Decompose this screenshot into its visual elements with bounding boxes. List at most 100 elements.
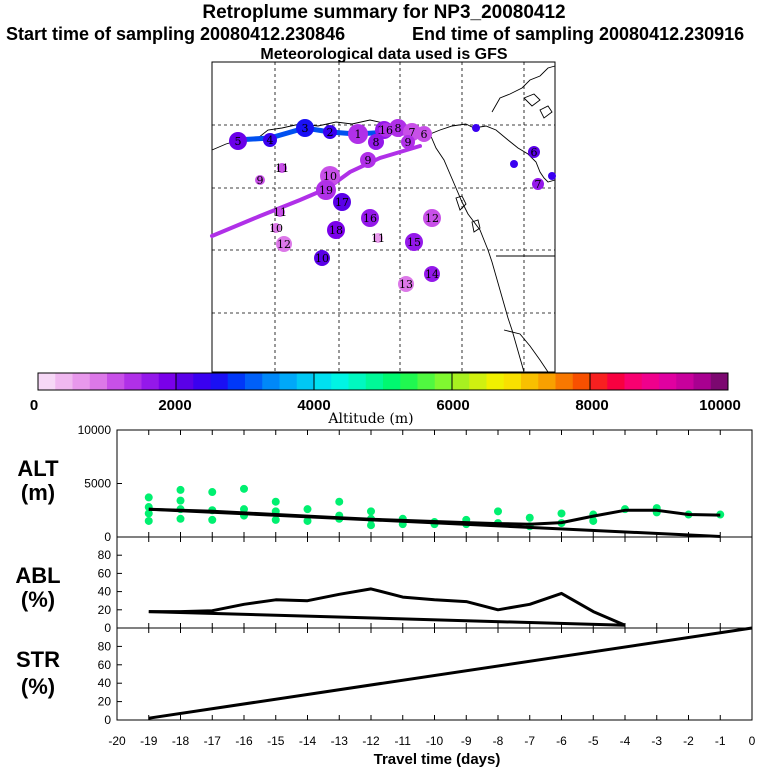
colorbar-swatch [296, 373, 315, 390]
plume-point-marker [327, 221, 345, 239]
x-tick-label: -4 [620, 734, 631, 748]
page-title: Retroplume summary for NP3_20080412 [202, 2, 566, 23]
plume-point-label: 15 [407, 236, 421, 249]
alt-scatter-point [557, 509, 566, 518]
colorbar-swatch [469, 373, 487, 390]
x-tick-label: -14 [299, 734, 317, 748]
colorbar-swatch [348, 373, 367, 390]
colorbar-swatch [245, 373, 263, 390]
colorbar-swatch [383, 373, 401, 390]
alt-scatter-point [303, 516, 312, 525]
abl-series-line [148, 610, 626, 627]
alt-unit: (m) [21, 480, 55, 505]
alt-ytick-label: 5000 [84, 477, 111, 491]
colorbar-tick-2000: 2000 [158, 397, 191, 414]
alt-scatter-point [525, 513, 534, 522]
alt-scatter-point [144, 509, 153, 518]
plume-point-marker [401, 135, 415, 149]
plume-point-marker [398, 276, 414, 292]
colorbar-swatch [434, 373, 453, 390]
colorbar-swatch [262, 373, 280, 390]
plume-point-label: 4 [267, 134, 274, 147]
colorbar-swatch [227, 373, 246, 390]
alt-scatter-point [208, 488, 217, 497]
colorbar-swatch [710, 373, 729, 390]
map-panel: 5432110876981691191019171618111012121115… [210, 61, 556, 373]
alt-scatter-point [335, 497, 344, 506]
colorbar-label: Altitude (m) [327, 411, 413, 427]
plume-point-marker [348, 124, 368, 144]
x-tick-label: -16 [235, 734, 253, 748]
str-label: STR [16, 647, 60, 672]
alt-scatter-point [494, 507, 502, 516]
plume-point-label: 18 [329, 224, 343, 237]
alt-ytick-label: 10000 [78, 423, 112, 437]
colorbar-tick-8000: 8000 [575, 397, 608, 414]
alt-scatter-point [367, 507, 375, 516]
plume-point-marker [296, 119, 314, 137]
colorbar-swatch [417, 373, 436, 390]
alt-scatter-point [271, 515, 280, 524]
plume-point-marker [389, 119, 407, 137]
abl-ytick-label: 60 [98, 566, 112, 580]
alt-scatter-point [271, 497, 280, 506]
colorbar-swatch [365, 373, 384, 390]
colorbar-swatch [659, 373, 677, 390]
x-tick-label: -15 [267, 734, 285, 748]
plume-point-marker [276, 236, 292, 252]
alt-scatter-point [176, 496, 185, 505]
colorbar-tick-0: 0 [30, 397, 38, 414]
x-tick-label: -1 [715, 734, 726, 748]
colorbar-swatch [279, 373, 298, 390]
plume-point-label: 3 [302, 122, 309, 135]
colorbar-swatch [55, 373, 73, 390]
colorbar-swatch [521, 373, 539, 390]
end-time: End time of sampling 20080412.230916 [412, 24, 745, 44]
str-series-line [148, 626, 753, 720]
colorbar-swatch [676, 373, 694, 390]
abl-series-line [148, 587, 626, 627]
x-tick-label: -8 [493, 734, 504, 748]
plume-point-marker [361, 209, 379, 227]
alt-scatter-point [303, 505, 312, 514]
alt-scatter-point [144, 516, 153, 525]
colorbar-swatch [555, 373, 574, 390]
str-ytick-label: 80 [98, 639, 112, 653]
plume-point-label: 17 [335, 196, 349, 209]
x-tick-label: -10 [426, 734, 444, 748]
plume-point-marker [472, 124, 480, 132]
plume-points: 5432110876981691191019171618111012121115… [229, 119, 556, 292]
alt-scatter-point [144, 493, 153, 502]
plume-point-label: 2 [327, 126, 334, 139]
plume-point-label: 12 [277, 238, 291, 251]
alt-scatter-point [176, 485, 185, 494]
colorbar-tick-4000: 4000 [297, 397, 330, 414]
plume-point-label: 16 [363, 212, 377, 225]
abl-unit: (%) [21, 587, 55, 612]
plume-point-marker [423, 209, 441, 227]
str-ytick-label: 0 [104, 713, 111, 727]
x-tick-label: -9 [461, 734, 472, 748]
colorbar-swatch [641, 373, 660, 390]
plume-point-marker [323, 125, 337, 139]
colorbar-swatch [107, 373, 125, 390]
abl-ytick-label: 20 [98, 603, 112, 617]
abl-ytick-label: 80 [98, 548, 112, 562]
alt-scatter-point [176, 514, 185, 523]
colorbar-tick-10000: 10000 [699, 397, 741, 414]
colorbar-swatch [607, 373, 625, 390]
colorbar-swatch [193, 373, 211, 390]
plume-point-label: 1 [355, 128, 362, 141]
x-tick-label: 0 [749, 734, 756, 748]
plume-point-marker [510, 160, 518, 168]
colorbar-tick-6000: 6000 [436, 397, 469, 414]
alt-scatter-point [589, 516, 598, 525]
str-ytick-label: 20 [98, 695, 112, 709]
plume-point-label: 14 [425, 268, 439, 281]
plume-point-label: 10 [323, 170, 337, 183]
x-tick-label: -11 [395, 734, 412, 748]
plume-point-marker [416, 126, 432, 142]
start-time: Start time of sampling 20080412.230846 [6, 24, 346, 44]
colorbar-frame [37, 372, 729, 391]
